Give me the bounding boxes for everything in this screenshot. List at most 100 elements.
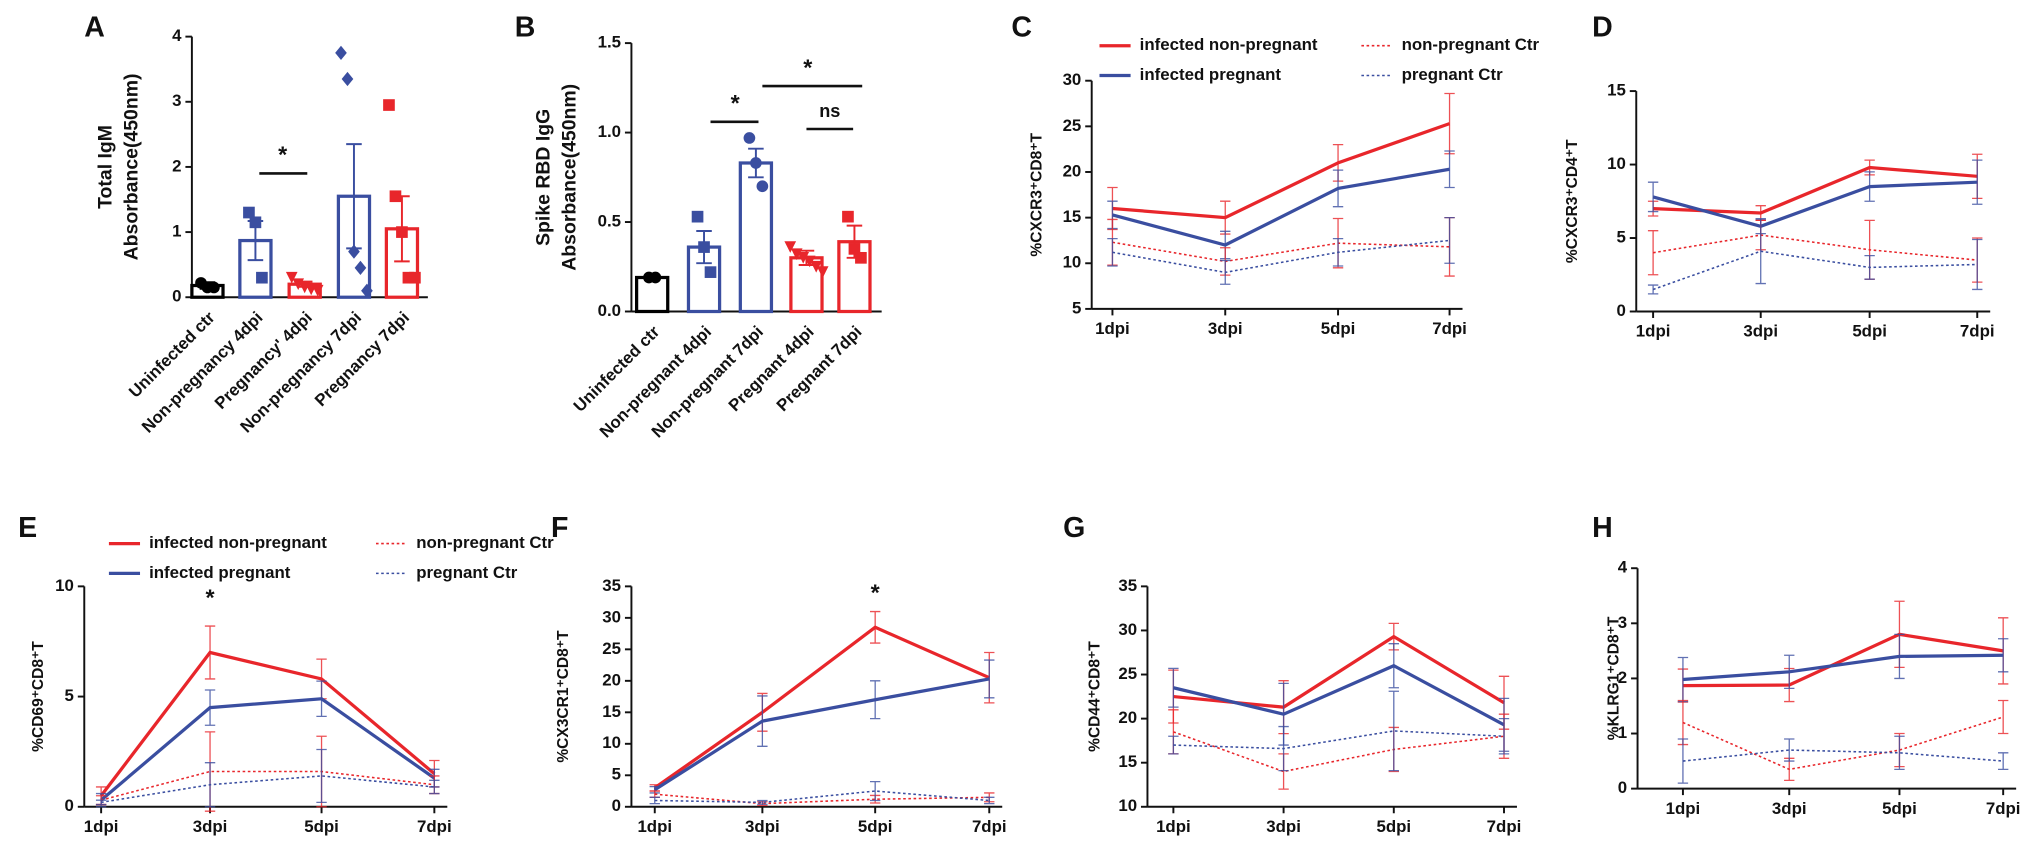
y-tick-label: 20 [1118, 708, 1137, 727]
error-bar [1444, 216, 1455, 264]
legend-label: infected non-pregnant [149, 533, 327, 552]
data-point [348, 244, 360, 259]
significance-label: ns [819, 101, 840, 121]
data-point [285, 271, 298, 284]
data-point [810, 260, 823, 273]
data-point [292, 278, 305, 291]
legend-label: infected non-pregnant [1140, 35, 1318, 54]
panel: B Spike RBD IgG Absorbance(450nm) 0.0 0.5 1.0… [515, 11, 882, 441]
data-point [354, 260, 367, 276]
y-axis-label: Absorbance(450nm) [120, 73, 142, 260]
y-tick-label: 25 [1118, 664, 1137, 683]
x-tick-label: Pregnant 7dpi [773, 322, 866, 415]
x-tick-label: 7dpi [1432, 319, 1467, 338]
x-tick-label: 5dpi [858, 817, 893, 836]
series-line [1173, 730, 1505, 750]
panel: C %CXCR3⁺CD8⁺T 5 10 15 20 25 30 1dpi 3dpi 5dpi 7dpi… [1011, 11, 1539, 338]
data-point [743, 132, 756, 144]
legend-label: infected pregnant [149, 563, 291, 582]
y-tick-label: 5 [1072, 298, 1081, 317]
y-tick-label: 30 [602, 607, 621, 626]
x-tick-label: 3dpi [1266, 817, 1301, 836]
significance-label: * [731, 90, 741, 116]
y-tick-label: 4 [1618, 558, 1628, 577]
data-point [249, 216, 262, 229]
x-tick-label: 7dpi [1960, 322, 1995, 341]
series-line [1682, 716, 2004, 771]
series-line [1112, 241, 1450, 263]
y-axis-label: Absorbance(450nm) [559, 84, 581, 271]
y-tick-label: 0.5 [598, 211, 621, 230]
panel-letter: H [1592, 512, 1613, 544]
panel: D %CXCR3⁺CD4⁺T 0 5 10 15 1dpi 3dpi 5dpi 7dpi [1564, 11, 1995, 340]
y-tick-label: 0 [172, 287, 181, 306]
y-tick-label: 0 [1618, 778, 1627, 797]
panel: F %CX3CR1⁺CD8⁺T 0 5 10 15 20 25 30 35 1dpi 3dpi 5dpi… [551, 512, 1007, 836]
series-line [100, 770, 435, 801]
series-line [1112, 122, 1451, 220]
series-line [654, 793, 990, 805]
error-bar [1498, 717, 1510, 755]
y-tick-label: 10 [1118, 796, 1137, 815]
y-tick-label: 5 [612, 765, 621, 784]
y-tick-label: 15 [1063, 207, 1082, 226]
x-tick-label: 5dpi [1376, 817, 1411, 836]
y-tick-label: 25 [1063, 116, 1082, 135]
error-bar [1997, 699, 2009, 735]
bar [634, 275, 670, 314]
error-bar [1784, 738, 1795, 762]
panel: E %CD69⁺CD8⁺T 0 5 10 1dpi 3dpi 5dpi 7dpi infected… [18, 512, 554, 836]
data-point [816, 266, 829, 278]
data-point [311, 284, 324, 297]
error-bar [1168, 735, 1179, 755]
y-tick-label: 15 [1607, 81, 1626, 100]
y-tick-label: 20 [1063, 161, 1082, 180]
x-tick-label: 3dpi [1772, 799, 1807, 818]
series-line [1682, 749, 2004, 762]
data-point [361, 283, 373, 298]
y-tick-label: 0.0 [598, 301, 621, 320]
y-tick-label: 10 [55, 576, 74, 595]
legend-label: non-pregnant Ctr [1402, 35, 1540, 54]
x-tick-label: 1dpi [1095, 319, 1130, 338]
series-line [1652, 234, 1978, 261]
y-axis-label: Spike RBD IgG [533, 109, 555, 246]
panel: G %CD44⁺CD8⁺T 10 15 20 25 30 35 1dpi 3dpi 5dpi 7dpi [1063, 512, 1521, 836]
significance-label: * [803, 54, 813, 80]
x-tick-label: 5dpi [1321, 319, 1356, 338]
error-bar [316, 748, 327, 804]
x-tick-label: 1dpi [1636, 322, 1671, 341]
error-bar [649, 796, 660, 805]
y-axis-label: %KLRG1⁺CD8⁺T [1605, 616, 1622, 740]
data-point [335, 45, 347, 61]
error-bar [1647, 230, 1659, 276]
y-tick-label: 2 [1618, 668, 1627, 687]
x-tick-label: 5dpi [1882, 799, 1917, 818]
panel: H %KLRG1⁺CD8⁺T 0 1 2 3 4 1dpi 3dpi 5dpi 7dpi [1592, 512, 2020, 818]
y-axis-label: %CX3CR1⁺CD8⁺T [555, 630, 572, 763]
y-tick-label: 30 [1118, 620, 1137, 639]
x-tick-label: 5dpi [304, 817, 339, 836]
y-axis-label: %CXCR3⁺CD4⁺T [1564, 139, 1581, 263]
data-point [409, 271, 421, 284]
y-tick-label: 15 [602, 702, 621, 721]
y-tick-label: 10 [1063, 253, 1082, 272]
series-line [1173, 663, 1505, 727]
series-line [101, 775, 435, 804]
legend-label: infected pregnant [1140, 65, 1282, 84]
data-point [691, 210, 704, 223]
y-axis-label: %CD69⁺CD8⁺T [30, 641, 47, 752]
data-point [389, 190, 402, 203]
data-point [790, 248, 803, 261]
data-point [704, 266, 717, 278]
legend-label: pregnant Ctr [416, 563, 518, 582]
error-bar [984, 796, 995, 805]
significance-label: * [871, 579, 881, 605]
data-point [243, 206, 255, 219]
legend-label: non-pregnant Ctr [416, 533, 554, 552]
data-point [208, 281, 220, 294]
data-point [698, 241, 710, 253]
data-point [855, 251, 867, 264]
data-point [756, 180, 769, 193]
